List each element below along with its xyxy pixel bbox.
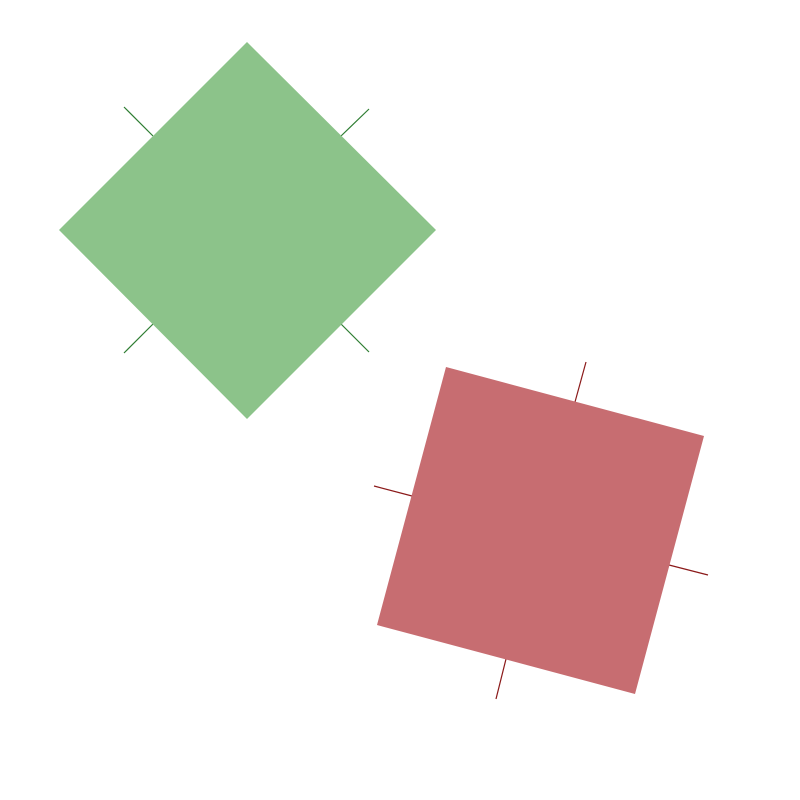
red-square-tick-left (373, 485, 413, 497)
green-diamond-tick-upper-right (340, 108, 370, 137)
green-diamond-group (59, 42, 436, 419)
green-diamond-tick-lower-left (123, 323, 154, 354)
green-diamond (59, 42, 436, 419)
red-square-tick-right (668, 564, 709, 576)
red-square (377, 367, 704, 694)
red-square-tick-top (574, 361, 587, 403)
green-diamond-tick-upper-left (123, 106, 154, 137)
red-square-tick-bottom (495, 658, 507, 700)
green-diamond-tick-lower-right (340, 323, 370, 353)
red-square-group (373, 361, 709, 700)
